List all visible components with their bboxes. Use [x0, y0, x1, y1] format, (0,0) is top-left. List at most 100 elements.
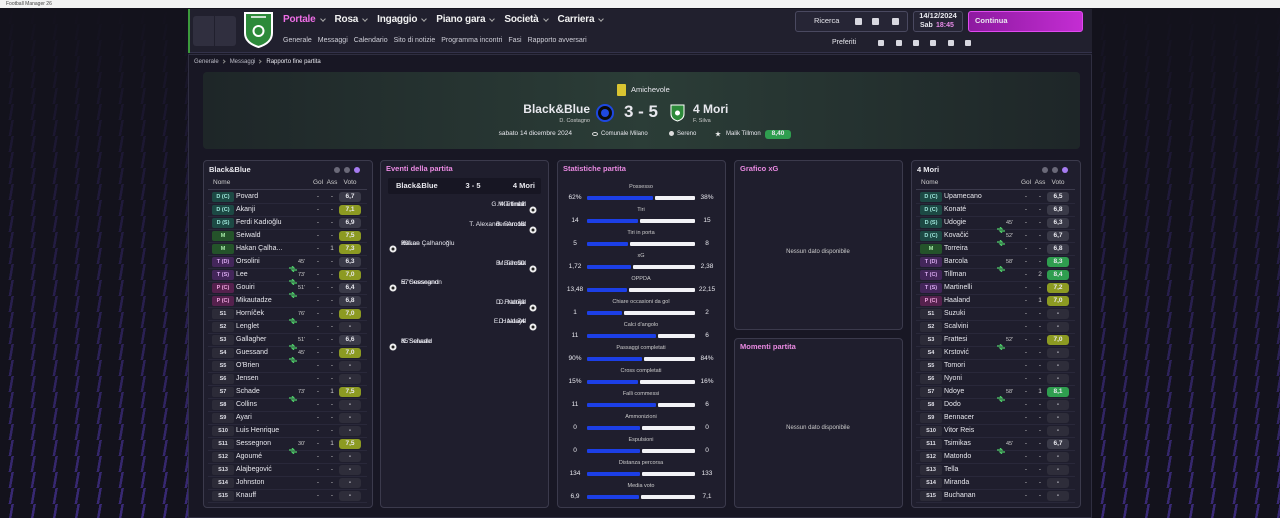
player-name[interactable]: Jensen — [236, 375, 259, 382]
toolbar-icon[interactable] — [930, 40, 936, 46]
continue-label[interactable]: Continua — [975, 16, 1008, 25]
player-name[interactable]: Martinelli — [944, 284, 973, 291]
player-name[interactable]: Sessegnon — [236, 440, 272, 447]
nav-item[interactable]: Portale — [283, 14, 326, 25]
top-icon[interactable] — [872, 18, 879, 25]
rating: - — [339, 478, 361, 488]
player-name[interactable]: Orsolini — [236, 258, 260, 265]
toolbar-icon[interactable] — [896, 40, 902, 46]
sub-nav-item[interactable]: Generale — [283, 37, 312, 44]
date-box[interactable] — [913, 11, 963, 32]
view-dot[interactable] — [354, 167, 360, 173]
player-name[interactable]: Vitor Reis — [944, 427, 975, 434]
breadcrumb-item[interactable]: Messaggi — [230, 57, 264, 67]
home-manager: D. Costagno — [559, 118, 590, 124]
top-icon[interactable] — [892, 18, 899, 25]
player-name[interactable]: Lee — [236, 271, 248, 278]
row-rule — [208, 229, 367, 230]
sub-nav-item[interactable]: Rapporto avversari — [527, 37, 587, 44]
player-name[interactable]: Buchanan — [944, 492, 976, 499]
goals: - — [1024, 427, 1028, 434]
player-name[interactable]: Schade — [236, 388, 260, 395]
player-name[interactable]: Hakan Çalha... — [236, 245, 283, 252]
nav-item[interactable]: Piano gara — [436, 14, 495, 25]
sub-nav-item[interactable]: Fasi — [508, 37, 522, 44]
search-label[interactable]: Ricerca — [814, 16, 840, 25]
player-name[interactable]: Knauff — [236, 492, 257, 499]
forward-button[interactable] — [215, 16, 236, 46]
player-name[interactable]: Dodo — [944, 401, 961, 408]
stat-label: OPPDA — [631, 276, 651, 282]
assists: - — [1038, 375, 1042, 382]
player-name[interactable]: Scalvini — [944, 323, 969, 330]
player-name[interactable]: Gallagher — [236, 336, 267, 343]
player-name[interactable]: Ndoye — [944, 388, 965, 395]
continue-button[interactable] — [968, 11, 1083, 32]
goals: - — [1024, 284, 1028, 291]
player-name[interactable]: Johnston — [236, 479, 265, 486]
player-name[interactable]: Nyoni — [944, 375, 962, 382]
player-name[interactable]: Konaté — [944, 206, 967, 213]
player-name[interactable]: Kovačić — [944, 232, 969, 239]
player-name[interactable]: Lenglet — [236, 323, 259, 330]
nav-item[interactable]: Carriera — [558, 14, 605, 25]
player-name[interactable]: Matondo — [944, 453, 972, 460]
nav-item[interactable]: Ingaggio — [377, 14, 427, 25]
player-name[interactable]: Frattesi — [944, 336, 968, 343]
player-name[interactable]: Tella — [944, 466, 959, 473]
breadcrumb-item[interactable]: Rapporto fine partita — [266, 59, 321, 65]
player-name[interactable]: Tillman — [944, 271, 967, 278]
row-rule — [916, 320, 1075, 321]
player-name[interactable]: Akanji — [236, 206, 256, 213]
sub-nav-item[interactable]: Sito di notizie — [393, 37, 436, 44]
player-name[interactable]: Ferdi Kadıoğlu — [236, 219, 282, 226]
player-name[interactable]: Povard — [236, 193, 259, 200]
panel-title: Eventi della partita — [386, 164, 453, 173]
player-name[interactable]: Ayari — [236, 414, 252, 421]
assists: - — [1038, 336, 1042, 343]
player-name[interactable]: Bennacer — [944, 414, 974, 421]
event-row: M.Tillman G. Martinelli 12' — [326, 199, 526, 211]
player-name[interactable]: Haaland — [944, 297, 971, 304]
player-name[interactable]: Miranda — [944, 479, 970, 486]
player-name[interactable]: O'Brien — [236, 362, 260, 369]
player-name[interactable]: Seiwald — [236, 232, 261, 239]
player-name[interactable]: Tsimikas — [944, 440, 971, 447]
player-name[interactable]: Guessand — [236, 349, 268, 356]
stat-away: 0 — [705, 424, 709, 431]
top-icon[interactable] — [855, 18, 862, 25]
player-name[interactable]: Horníček — [236, 310, 265, 317]
away-team: 4 Mori — [693, 102, 729, 116]
player-name[interactable]: Luis Henrique — [236, 427, 280, 434]
search-box[interactable] — [795, 11, 908, 32]
toolbar-icon[interactable] — [948, 40, 954, 46]
player-name[interactable]: Tomori — [944, 362, 966, 369]
player-name[interactable]: Agoumé — [236, 453, 263, 460]
player-name[interactable]: Krstović — [944, 349, 969, 356]
nav-item[interactable]: Rosa — [335, 14, 369, 25]
sub-nav-item[interactable]: Programma incontri — [441, 37, 503, 44]
toolbar-icon[interactable] — [913, 40, 919, 46]
view-dot[interactable] — [334, 167, 340, 173]
breadcrumb-item[interactable]: Generale — [194, 57, 227, 67]
player-name[interactable]: Suzuki — [944, 310, 966, 317]
player-name[interactable]: Torreira — [944, 245, 968, 252]
player-name[interactable]: Gouiri — [236, 284, 255, 291]
sub-nav-item[interactable]: Messaggi — [317, 37, 348, 44]
nav-item[interactable]: Società — [504, 14, 548, 25]
view-dot[interactable] — [1042, 167, 1048, 173]
view-dot[interactable] — [344, 167, 350, 173]
player-name[interactable]: Collins — [236, 401, 258, 408]
player-name[interactable]: Mikautadze — [236, 297, 272, 304]
favorites[interactable]: Preferiti — [832, 39, 857, 46]
toolbar-icon[interactable] — [965, 40, 971, 46]
view-dot[interactable] — [1062, 167, 1068, 173]
player-name[interactable]: Alajbegović — [236, 466, 272, 473]
player-name[interactable]: Upamecano — [944, 193, 982, 200]
sub-nav-item[interactable]: Calendario — [353, 37, 388, 44]
player-name[interactable]: Barcola — [944, 258, 968, 265]
player-name[interactable]: Udogie — [944, 219, 967, 226]
toolbar-icon[interactable] — [878, 40, 884, 46]
view-dot[interactable] — [1052, 167, 1058, 173]
back-button[interactable] — [193, 16, 214, 46]
